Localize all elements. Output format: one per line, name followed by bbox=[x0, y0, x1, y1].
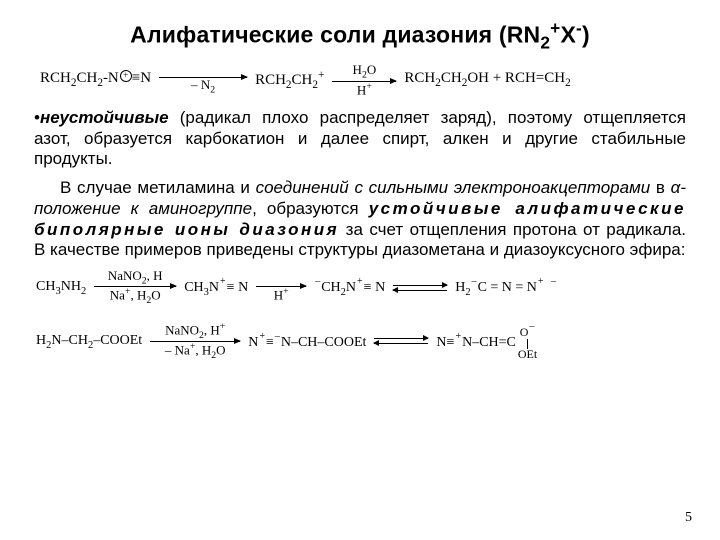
rxn2-arrow1: NaNO2, H Na+, H2O bbox=[94, 269, 176, 306]
p2-s1: В случае метиламина и bbox=[60, 178, 256, 197]
rxn2-p2: –CH2N+≡ N bbox=[314, 277, 385, 298]
rxn3-fb: OEt bbox=[518, 349, 537, 360]
rxn2-r2: NH bbox=[61, 279, 81, 294]
rxn1-t3: -N bbox=[103, 70, 119, 86]
rxn1-a1bs: 2 bbox=[210, 85, 215, 96]
rxn2-p2b: N bbox=[346, 280, 356, 295]
rxn2-p1a: CH bbox=[184, 280, 203, 295]
plus-circle-icon: + bbox=[120, 70, 132, 82]
slide-title: Алифатические соли диазония (RN2+X-) bbox=[34, 18, 686, 53]
rxn1-t1: RCH bbox=[40, 70, 71, 86]
paragraph-1: •неустойчивые (радикал плохо распределяе… bbox=[34, 108, 686, 170]
rxn2-r1: CH bbox=[36, 279, 55, 294]
reaction-2: CH3NH2 NaNO2, H Na+, H2O CH3N+≡ N H+ –CH… bbox=[36, 269, 686, 306]
rxn3-p2: N≡+N–CH=C O – OEt bbox=[436, 322, 537, 361]
rxn1-prod1: RCH2CH2+ bbox=[255, 69, 324, 91]
rxn2-p1: CH3N+≡ N bbox=[184, 277, 248, 298]
rxn2-p3b: C = N = N bbox=[478, 280, 537, 295]
rxn2-bc: O bbox=[151, 288, 160, 303]
rxn2-arrow2: H+ bbox=[256, 273, 306, 301]
rxn1-a1b: – N bbox=[191, 77, 210, 92]
rxn2-p3: H2–C = N = N+ – bbox=[455, 277, 557, 298]
rxn3-arrow: NaNO2, H+ – Na+, H2O bbox=[150, 322, 240, 360]
rxn1-p1a: RCH bbox=[255, 72, 286, 88]
rxn1-a2b: H bbox=[357, 82, 366, 97]
title-sup1: + bbox=[550, 18, 560, 38]
rxn1-p2b: CH bbox=[441, 70, 462, 86]
paragraph-2: В случае метиламина и соединений с сильн… bbox=[34, 178, 686, 261]
reaction-3: H2N–CH2–COOEt NaNO2, H+ – Na+, H2O N+≡–N… bbox=[36, 322, 686, 361]
rxn1-arrow1: – N2 bbox=[159, 64, 247, 95]
title-sub1: 2 bbox=[540, 32, 550, 52]
rxn3-reactant: H2N–CH2–COOEt bbox=[36, 333, 142, 351]
rxn3-p2b: N–CH=C bbox=[462, 335, 516, 350]
rxn1-p2c: OH + RCH=CH bbox=[467, 70, 565, 86]
rxn2-p3a: H bbox=[455, 280, 465, 295]
rxn2-res-arrow bbox=[393, 283, 447, 293]
reaction-1: RCH2CH2-N+≡N – N2 RCH2CH2+ H2O H+ RCH2CH… bbox=[40, 63, 686, 96]
rxn2-a2b: H bbox=[274, 288, 283, 303]
rxn3-bb: , H bbox=[195, 342, 211, 357]
rxn3-res-arrow bbox=[374, 336, 428, 346]
rxn1-reactant: RCH2CH2-N+≡N bbox=[40, 70, 151, 89]
rxn2-trip: ≡ bbox=[227, 280, 235, 295]
rxn3-p2a: N bbox=[436, 335, 446, 350]
p2-i1: соединений с сильными электроноакцептора… bbox=[256, 178, 651, 197]
title-tail: ) bbox=[582, 22, 590, 48]
p2-s3: , образуются bbox=[252, 199, 369, 218]
rxn3-ba: – Na bbox=[165, 342, 190, 357]
rxn2-ba: Na bbox=[110, 288, 125, 303]
rxn3-rc: –COOEt bbox=[93, 333, 142, 348]
title-main: Алифатические соли диазония (RN bbox=[130, 22, 540, 48]
rxn1-arrow2: H2O H+ bbox=[332, 63, 396, 96]
rxn2-bb: , H bbox=[130, 288, 146, 303]
rxn2-r2s: 2 bbox=[81, 285, 86, 296]
rxn1-prod2: RCH2CH2OH + RCH=CH2 bbox=[404, 70, 570, 89]
rxn3-bc: O bbox=[216, 342, 225, 357]
rxn2-aa: NaNO bbox=[108, 268, 142, 283]
p2-s2: в bbox=[650, 178, 670, 197]
rxn2-p2c: N bbox=[375, 280, 385, 295]
title-mid: X bbox=[560, 22, 576, 48]
page-number: 5 bbox=[685, 510, 692, 526]
rxn2-p1c: N bbox=[238, 280, 248, 295]
rxn1-p1b: CH bbox=[292, 72, 313, 88]
rxn3-p1: N+≡–N–CH–COOEt bbox=[248, 332, 366, 351]
rxn3-p1a: N bbox=[248, 335, 258, 350]
rxn3-rb: N–CH bbox=[51, 333, 88, 348]
rxn3-aa: NaNO bbox=[165, 323, 199, 338]
rxn2-p3as: 2 bbox=[465, 287, 470, 298]
rxn1-t2: CH bbox=[76, 70, 97, 86]
rxn2-p2a: CH bbox=[321, 280, 340, 295]
rxn2-ab: , H bbox=[147, 268, 163, 283]
rxn1-nn: N bbox=[140, 70, 151, 86]
rxn3-ab: , H bbox=[204, 323, 220, 338]
rxn3-frac: O – OEt bbox=[518, 322, 537, 361]
rxn3-p1b: N–CH–COOEt bbox=[281, 335, 367, 350]
rxn2-reactant: CH3NH2 bbox=[36, 279, 86, 297]
rxn3-ra: H bbox=[36, 333, 46, 348]
rxn1-a2at: O bbox=[367, 62, 376, 77]
rxn1-a2a: H bbox=[353, 62, 362, 77]
p1-lead: неустойчивые bbox=[40, 108, 169, 127]
rxn2-p1b: N bbox=[209, 280, 219, 295]
rxn3-ft: O bbox=[520, 325, 529, 339]
rxn1-p2a: RCH bbox=[404, 70, 435, 86]
